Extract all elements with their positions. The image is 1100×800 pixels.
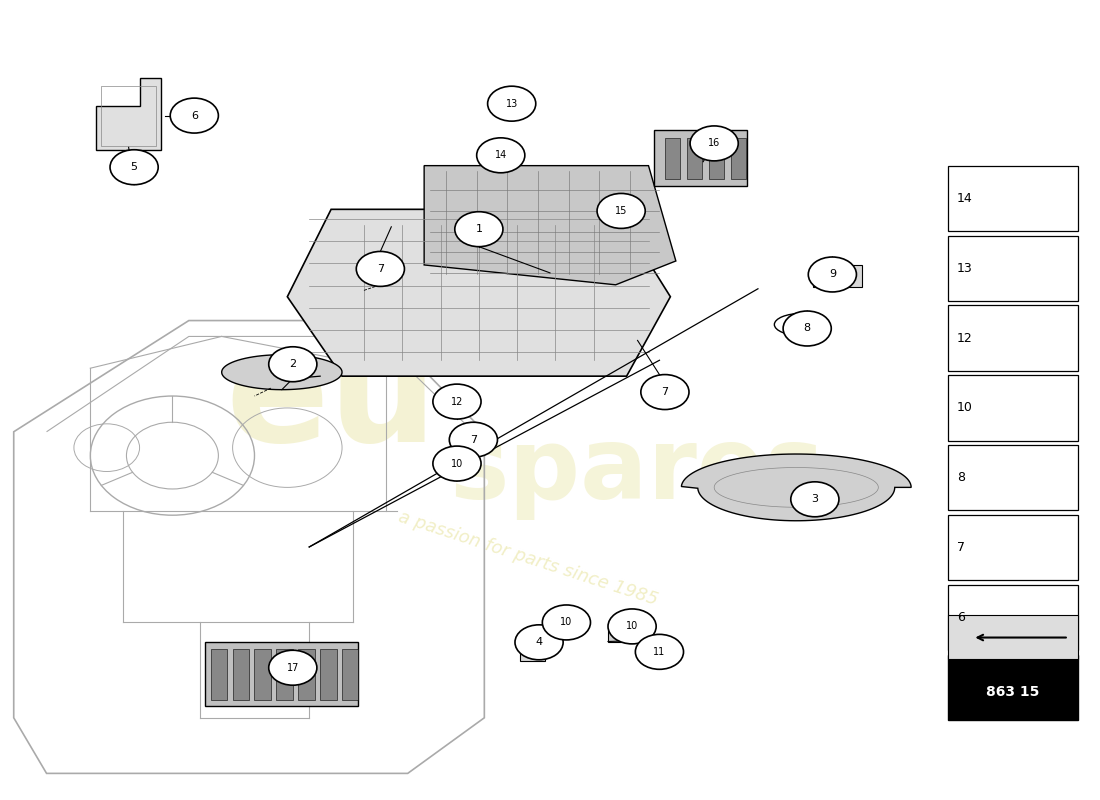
- Text: 17: 17: [287, 662, 299, 673]
- Text: 7: 7: [957, 542, 965, 554]
- Text: 14: 14: [495, 150, 507, 160]
- Polygon shape: [654, 130, 747, 186]
- Text: 10: 10: [957, 402, 974, 414]
- Text: 4: 4: [536, 638, 542, 647]
- Bar: [948, 306, 1078, 370]
- Bar: [664, 138, 680, 179]
- Text: SV: SV: [276, 368, 288, 377]
- Circle shape: [433, 384, 481, 419]
- Circle shape: [791, 482, 839, 517]
- Bar: [232, 649, 249, 700]
- Circle shape: [690, 126, 738, 161]
- Bar: [948, 375, 1078, 441]
- Bar: [101, 86, 156, 146]
- Text: 10: 10: [560, 618, 572, 627]
- Bar: [342, 649, 359, 700]
- Bar: [948, 515, 1078, 580]
- Circle shape: [783, 311, 832, 346]
- Circle shape: [515, 625, 563, 660]
- Bar: [948, 235, 1078, 301]
- Bar: [254, 649, 271, 700]
- Text: 13: 13: [506, 98, 518, 109]
- Circle shape: [170, 98, 219, 133]
- Circle shape: [110, 150, 158, 185]
- Text: 863 15: 863 15: [987, 685, 1040, 698]
- Text: 12: 12: [957, 331, 972, 345]
- Text: 16: 16: [708, 138, 720, 148]
- Bar: [320, 649, 337, 700]
- Text: 14: 14: [957, 192, 972, 205]
- Text: 11: 11: [653, 647, 666, 657]
- Circle shape: [433, 446, 481, 481]
- Text: 10: 10: [626, 622, 638, 631]
- Circle shape: [356, 251, 405, 286]
- Circle shape: [268, 650, 317, 686]
- Circle shape: [608, 609, 657, 644]
- Bar: [948, 615, 1078, 659]
- Bar: [948, 166, 1078, 230]
- Bar: [276, 649, 293, 700]
- Text: eu: eu: [224, 326, 438, 474]
- Polygon shape: [96, 78, 162, 150]
- Text: a passion for parts since 1985: a passion for parts since 1985: [396, 508, 660, 610]
- Bar: [298, 649, 315, 700]
- Text: 8: 8: [804, 323, 811, 334]
- Bar: [813, 265, 862, 287]
- Text: 8: 8: [957, 471, 965, 484]
- Text: 15: 15: [615, 206, 627, 216]
- Polygon shape: [206, 642, 359, 706]
- Bar: [730, 138, 746, 179]
- Text: spares: spares: [450, 423, 825, 520]
- Text: 10: 10: [451, 458, 463, 469]
- Text: 6: 6: [190, 110, 198, 121]
- Bar: [520, 645, 544, 661]
- Bar: [647, 645, 679, 661]
- Bar: [686, 138, 702, 179]
- Text: 6: 6: [957, 611, 965, 624]
- Circle shape: [636, 634, 683, 670]
- Circle shape: [808, 257, 857, 292]
- Text: 12: 12: [451, 397, 463, 406]
- Circle shape: [597, 194, 646, 229]
- Text: 7: 7: [377, 264, 384, 274]
- Text: 3: 3: [812, 494, 818, 504]
- Circle shape: [641, 374, 689, 410]
- Text: 2: 2: [289, 359, 296, 370]
- Bar: [948, 655, 1078, 720]
- Text: 1: 1: [475, 224, 483, 234]
- Ellipse shape: [774, 314, 829, 336]
- Bar: [211, 649, 227, 700]
- Circle shape: [542, 605, 591, 640]
- Text: 7: 7: [661, 387, 669, 397]
- Circle shape: [449, 422, 497, 457]
- Text: 7: 7: [470, 434, 477, 445]
- Circle shape: [454, 212, 503, 246]
- Polygon shape: [222, 354, 342, 390]
- Text: 9: 9: [828, 270, 836, 279]
- Bar: [530, 627, 561, 640]
- Bar: [708, 138, 724, 179]
- Bar: [948, 446, 1078, 510]
- Circle shape: [476, 138, 525, 173]
- Circle shape: [268, 346, 317, 382]
- Text: 5: 5: [131, 162, 138, 172]
- Polygon shape: [681, 454, 911, 521]
- Bar: [948, 585, 1078, 650]
- Text: 13: 13: [957, 262, 972, 274]
- Circle shape: [487, 86, 536, 121]
- Polygon shape: [425, 166, 675, 285]
- Bar: [608, 629, 639, 642]
- Polygon shape: [287, 210, 670, 376]
